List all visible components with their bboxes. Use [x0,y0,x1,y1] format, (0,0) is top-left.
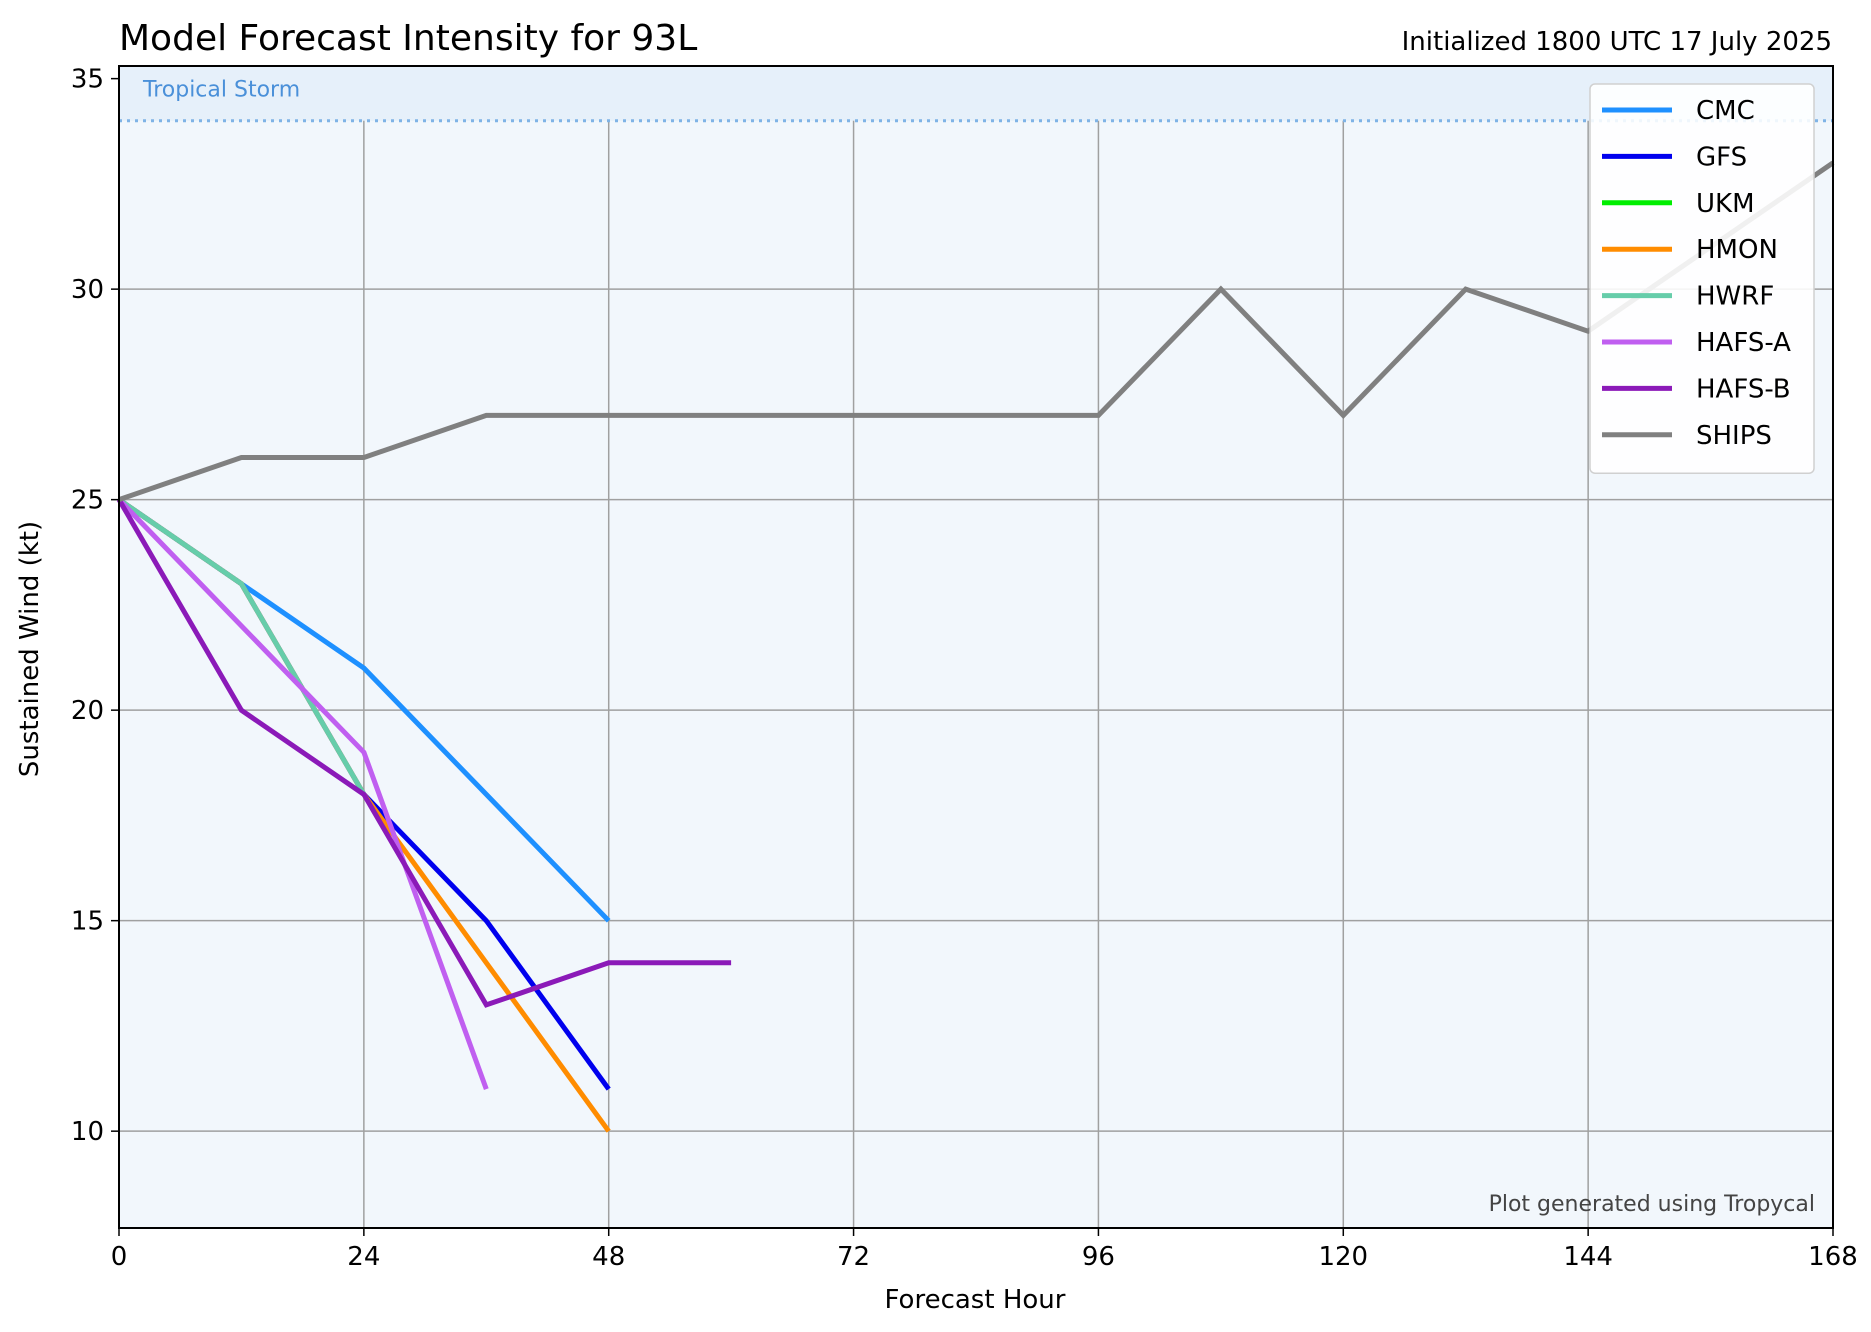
y-tick-label: 35 [71,65,104,95]
series-line-hafs-a [117,497,489,1090]
x-tick-label: 96 [1082,1242,1115,1272]
credit-text: Plot generated using Tropycal [1489,1192,1815,1217]
y-axis-label: Sustained Wind (kt) [15,521,45,777]
x-tick-label: 48 [592,1242,625,1272]
legend-label-ukm: UKM [1696,189,1755,219]
y-tick-label: 15 [71,907,104,937]
y-tick-label: 10 [71,1117,104,1147]
x-axis-label: Forecast Hour [885,1285,1066,1315]
plot-background [119,66,1833,1228]
legend-label-ships: SHIPS [1696,421,1772,451]
legend-box [1589,83,1815,474]
legend-label-hmon: HMON [1696,235,1778,265]
chart-title: Model Forecast Intensity for 93L [119,18,697,59]
legend: CMC GFS UKM HMON HWRF HAFS-A HAFS-B SHIPS [1589,83,1815,474]
x-tick-label: 144 [1563,1242,1613,1272]
y-tick-label: 25 [71,486,104,516]
legend-label-cmc: CMC [1696,96,1755,126]
x-tick-label: 120 [1318,1242,1368,1272]
x-tick-label: 72 [837,1242,870,1272]
x-tick-label: 0 [111,1242,128,1272]
tropical-storm-label: Tropical Storm [142,78,300,103]
x-tick-label: 24 [347,1242,380,1272]
tropical-storm-threshold: Tropical Storm [119,66,1833,123]
plot-area [119,66,1833,1228]
y-tick-label: 30 [71,275,104,305]
legend-label-hafs-b: HAFS-B [1696,374,1791,404]
y-axis-ticks: 10 15 20 25 30 35 [71,65,119,1147]
plot-border [118,65,1834,1229]
series-lines [116,160,1835,1133]
legend-label-hwrf: HWRF [1696,282,1774,312]
series-line-hwrf [117,497,367,796]
plot-frame [118,65,1834,1229]
series-line-hafs-b [116,498,732,1008]
series-line-ships [118,160,1835,502]
x-tick-label: 168 [1808,1242,1858,1272]
x-axis-ticks: 0 24 48 72 96 120 144 168 [111,1228,1858,1272]
tropical-storm-band [119,66,1833,121]
chart-subtitle: Initialized 1800 UTC 17 July 2025 [1402,27,1832,57]
y-tick-label: 20 [71,696,104,726]
legend-label-hafs-a: HAFS-A [1696,328,1791,358]
legend-label-gfs: GFS [1696,142,1747,172]
